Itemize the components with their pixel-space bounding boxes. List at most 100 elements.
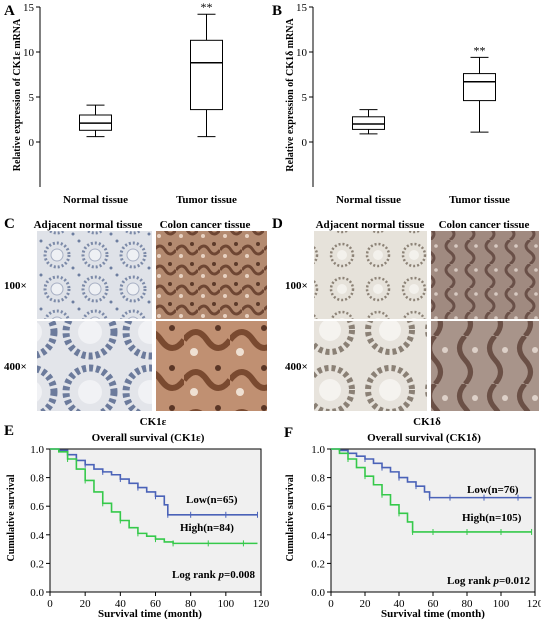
y-tick-label-b-5: 5 xyxy=(302,92,308,104)
box-a-1 xyxy=(79,104,112,138)
box-iqr xyxy=(352,116,385,130)
x-tick-label-f: 40 xyxy=(394,598,406,610)
y-axis-label-b: Relative expression of CK1δ mRNA xyxy=(285,18,296,172)
y-axis-label-a: Relative expression of CK1ε mRNA xyxy=(12,18,23,171)
box-b-1 xyxy=(352,109,385,135)
col-label-cancer-c: Colon cancer tissue xyxy=(160,219,251,231)
y-tick-label-e: 0.6 xyxy=(30,501,44,513)
x-tick-label-b-2: Tumor tissue xyxy=(449,194,510,206)
ihc-image-c-tumor-100x xyxy=(156,231,267,319)
x-tick-label-f: 80 xyxy=(462,598,474,610)
panel-b: B Relative expression of CK1δ mRNA 0 5 10 1… xyxy=(272,2,510,206)
x-tick-label-e: 60 xyxy=(150,598,162,610)
logrank-value-f: =0.012 xyxy=(499,575,531,587)
col-label-normal-c: Adjacent normal tissue xyxy=(34,219,143,231)
y-tick-label-b-10: 10 xyxy=(296,47,308,59)
box-plot-a: 0 5 10 15 Normal tissue ** Tumor tissue xyxy=(23,0,237,206)
x-tick-label-e: 0 xyxy=(47,598,53,610)
panel-d: D Adjacent normal tissue Colon cancer ti… xyxy=(272,216,539,428)
ihc-image-d-normal-100x xyxy=(314,231,427,319)
panel-c: C Adjacent normal tissue Colon cancer ti… xyxy=(4,216,267,428)
x-tick-label-e: 100 xyxy=(218,598,235,610)
col-label-normal-d: Adjacent normal tissue xyxy=(316,219,425,231)
x-tick-label-f: 20 xyxy=(360,598,372,610)
ihc-image-d-tumor-400x xyxy=(431,321,539,411)
y-tick-label-e: 0.8 xyxy=(30,473,44,485)
y-axis-label-f: Cumulative survival xyxy=(285,474,296,561)
y-tick-label-a-5: 5 xyxy=(29,92,35,104)
x-axis-label-f: Survival time (month) xyxy=(381,608,485,620)
x-axis-label-e: Survival time (month) xyxy=(98,608,202,620)
x-tick-label-e: 120 xyxy=(253,598,270,610)
logrank-p-f: p xyxy=(492,575,499,587)
x-tick-label-a-2: Tumor tissue xyxy=(176,194,237,206)
x-tick-label-e: 40 xyxy=(115,598,127,610)
ihc-image-c-normal-100x xyxy=(37,231,152,319)
box-plot-b: 0 5 10 15 Normal tissue ** Tumor tissue xyxy=(296,2,510,206)
box-iqr xyxy=(463,73,496,102)
chart-title-e: Overall survival (CK1ε) xyxy=(92,432,205,444)
ihc-image-c-tumor-400x xyxy=(156,321,267,411)
y-tick-label-f: 1.0 xyxy=(311,444,325,456)
y-tick-label-f: 0.0 xyxy=(311,587,325,599)
panel-a: A Relative expression of CK1ε mRNA 0 5 10 1… xyxy=(4,0,237,206)
legend-low-f: Low(n=76) xyxy=(467,484,519,496)
logrank-f: Log rank p=0.012 xyxy=(447,575,530,587)
row-label-400x-d: 400× xyxy=(285,361,308,373)
row-label-400x-c: 400× xyxy=(4,361,27,373)
y-tick-label-a-0: 0 xyxy=(29,137,35,149)
x-tick-label-f: 60 xyxy=(428,598,440,610)
caption-d: CK1δ xyxy=(413,416,441,428)
panel-f: F Overall survival (CK1δ) Cumulative sur… xyxy=(284,425,541,620)
y-tick-label-a-15: 15 xyxy=(23,2,35,14)
logrank-prefix-e: Log rank xyxy=(172,569,218,581)
chart-title-f: Overall survival (CK1δ) xyxy=(367,432,481,444)
panel-letter-d: D xyxy=(272,216,283,232)
x-tick-label-f: 0 xyxy=(328,598,334,610)
panel-e: E Overall survival (CK1ε) Cumulative sur… xyxy=(4,423,270,620)
km-plot-e: 0.0 0.2 0.4 0.6 0.8 1.0 0 20 40 60 80 100 120 xyxy=(30,444,270,610)
x-tick-label-b-1: Normal tissue xyxy=(336,194,401,206)
y-axis-label-e: Cumulative survival xyxy=(6,474,17,561)
y-tick-label-b-15: 15 xyxy=(296,2,308,14)
y-tick-label-b-0: 0 xyxy=(302,137,308,149)
x-tick-label-f: 120 xyxy=(527,598,541,610)
legend-high-e: High(n=84) xyxy=(180,522,234,534)
row-label-100x-c: 100× xyxy=(4,280,27,292)
box-iqr xyxy=(190,39,223,111)
survival-curve-f-high xyxy=(331,448,532,533)
y-tick-label-e: 0.4 xyxy=(30,530,44,542)
panel-letter-f: F xyxy=(284,425,293,441)
box-a-2: ** xyxy=(190,0,223,138)
y-tick-label-e: 0.0 xyxy=(30,587,44,599)
km-plot-f: 0.0 0.2 0.4 0.6 0.8 1.0 0 20 40 60 80 100 120 xyxy=(311,444,541,610)
legend-low-e: Low(n=65) xyxy=(186,494,238,506)
legend-high-f: High(n=105) xyxy=(462,512,522,524)
panel-letter-c: C xyxy=(4,216,15,232)
caption-c: CK1ε xyxy=(140,416,167,428)
col-label-cancer-d: Colon cancer tissue xyxy=(439,219,530,231)
y-tick-label-f: 0.6 xyxy=(311,501,325,513)
significance-mark: ** xyxy=(201,0,213,14)
ihc-image-d-normal-400x xyxy=(314,321,427,411)
x-tick-label-f: 100 xyxy=(493,598,510,610)
ihc-image-c-normal-400x xyxy=(37,321,152,411)
y-tick-label-e: 0.2 xyxy=(30,558,44,570)
y-tick-label-a-10: 10 xyxy=(23,47,35,59)
logrank-p-e: p xyxy=(217,569,224,581)
y-tick-label-f: 0.2 xyxy=(311,558,325,570)
x-tick-label-a-1: Normal tissue xyxy=(63,194,128,206)
panel-letter-b: B xyxy=(272,3,282,19)
x-tick-label-e: 80 xyxy=(185,598,197,610)
y-tick-label-f: 0.8 xyxy=(311,473,325,485)
panel-letter-a: A xyxy=(4,3,15,19)
y-tick-label-e: 1.0 xyxy=(30,444,44,456)
logrank-e: Log rank p=0.008 xyxy=(172,569,255,581)
significance-mark: ** xyxy=(474,43,486,57)
x-tick-label-e: 20 xyxy=(80,598,92,610)
panel-letter-e: E xyxy=(4,423,14,439)
box-b-2: ** xyxy=(463,43,496,133)
ihc-image-d-tumor-100x xyxy=(431,231,539,319)
logrank-prefix-f: Log rank xyxy=(447,575,493,587)
